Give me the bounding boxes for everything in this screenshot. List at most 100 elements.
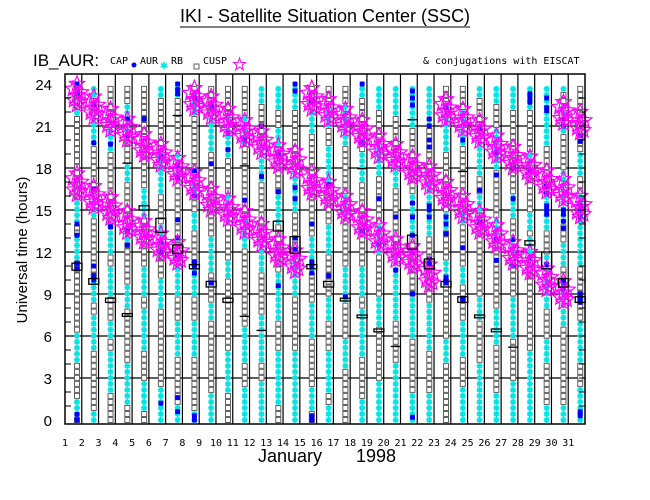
rb-square xyxy=(459,290,466,297)
rb-square xyxy=(124,152,131,159)
rb-square xyxy=(124,194,131,201)
cusp-star xyxy=(551,185,570,204)
aur-asterisk xyxy=(308,236,315,243)
aur-asterisk xyxy=(224,374,231,381)
rb-square xyxy=(560,398,567,405)
aur-asterisk xyxy=(241,410,248,417)
rb-square xyxy=(560,236,567,243)
eiscat-conjugation-box xyxy=(88,277,100,285)
cap-dot xyxy=(393,267,399,273)
rb-square xyxy=(342,314,349,321)
aur-asterisk xyxy=(526,350,533,357)
cusp-star xyxy=(115,217,134,236)
aur-asterisk xyxy=(526,212,533,219)
cap-dot xyxy=(74,232,80,238)
aur-asterisk xyxy=(124,296,131,303)
rb-square xyxy=(258,103,265,110)
rb-square xyxy=(426,236,433,243)
cusp-star xyxy=(132,227,151,246)
rb-square xyxy=(74,140,80,147)
cap-dot xyxy=(108,224,114,230)
aur-asterisk xyxy=(292,97,299,104)
rb-square xyxy=(208,326,215,333)
rb-square xyxy=(141,109,148,116)
aur-asterisk xyxy=(208,410,215,417)
rb-square xyxy=(275,404,282,411)
aur-asterisk xyxy=(107,380,114,387)
rb-square xyxy=(191,356,198,363)
aur-asterisk xyxy=(107,326,114,333)
legend-asterisk-icon: ✱ xyxy=(160,61,168,72)
rb-square xyxy=(224,91,231,98)
rb-square xyxy=(258,272,265,279)
rb-square xyxy=(392,194,399,201)
rb-square xyxy=(224,284,231,291)
cusp-star xyxy=(400,163,419,181)
aur-asterisk xyxy=(459,392,466,399)
aur-asterisk xyxy=(459,338,466,345)
cap-dot xyxy=(292,81,298,87)
aur-asterisk xyxy=(325,302,332,309)
aur-asterisk xyxy=(224,266,231,273)
cusp-star xyxy=(299,94,318,113)
rb-square xyxy=(174,224,181,231)
day-column-4 xyxy=(114,85,141,423)
aur-asterisk xyxy=(392,362,399,369)
cap-dot xyxy=(544,108,550,114)
rb-square xyxy=(157,308,164,315)
aur-asterisk xyxy=(74,332,80,339)
x-tick-label: 28 xyxy=(512,438,524,449)
aur-asterisk xyxy=(476,380,483,387)
aur-asterisk xyxy=(426,182,433,189)
aur-asterisk xyxy=(543,194,550,201)
rb-square xyxy=(426,368,433,375)
day-column-19 xyxy=(365,85,392,423)
aur-asterisk xyxy=(258,164,265,171)
rb-square xyxy=(241,85,248,92)
rb-square xyxy=(359,356,366,363)
day-column-1 xyxy=(63,74,91,423)
cusp-star xyxy=(67,95,87,113)
rb-square xyxy=(224,248,231,255)
aur-asterisk xyxy=(124,236,131,243)
rb-square xyxy=(493,380,500,387)
rb-square xyxy=(409,362,416,369)
rb-square xyxy=(342,91,349,98)
aur-asterisk xyxy=(241,398,248,405)
aur-asterisk xyxy=(191,224,198,231)
rb-square xyxy=(308,368,315,375)
aur-asterisk xyxy=(141,266,148,273)
aur-asterisk xyxy=(392,392,399,399)
cusp-star xyxy=(571,207,590,225)
rb-square xyxy=(241,176,248,183)
rb-square xyxy=(577,284,584,291)
aur-asterisk xyxy=(157,417,164,423)
rb-square xyxy=(90,350,97,357)
aur-asterisk xyxy=(392,417,399,423)
cusp-star xyxy=(450,202,469,220)
rb-square xyxy=(510,278,517,285)
cap-dot xyxy=(493,172,499,178)
cap-dot xyxy=(426,203,432,209)
rb-square xyxy=(577,308,584,315)
aur-asterisk xyxy=(409,109,416,116)
aur-asterisk xyxy=(459,134,466,141)
aur-asterisk xyxy=(392,176,399,183)
rb-square xyxy=(526,122,533,129)
cusp-star xyxy=(266,245,285,264)
aur-asterisk xyxy=(526,368,533,375)
aur-asterisk xyxy=(292,278,299,285)
rb-square xyxy=(191,122,198,129)
rb-square xyxy=(342,398,349,405)
aur-asterisk xyxy=(124,290,131,297)
rb-square xyxy=(459,230,466,237)
rb-square xyxy=(292,314,299,321)
aur-asterisk xyxy=(493,308,500,315)
aur-asterisk xyxy=(493,338,500,345)
aur-asterisk xyxy=(426,200,433,207)
rb-square xyxy=(443,374,450,381)
aur-asterisk xyxy=(375,392,382,399)
day-column-3 xyxy=(97,85,124,423)
rb-square xyxy=(224,410,231,417)
x-tick-label: 5 xyxy=(129,438,135,449)
